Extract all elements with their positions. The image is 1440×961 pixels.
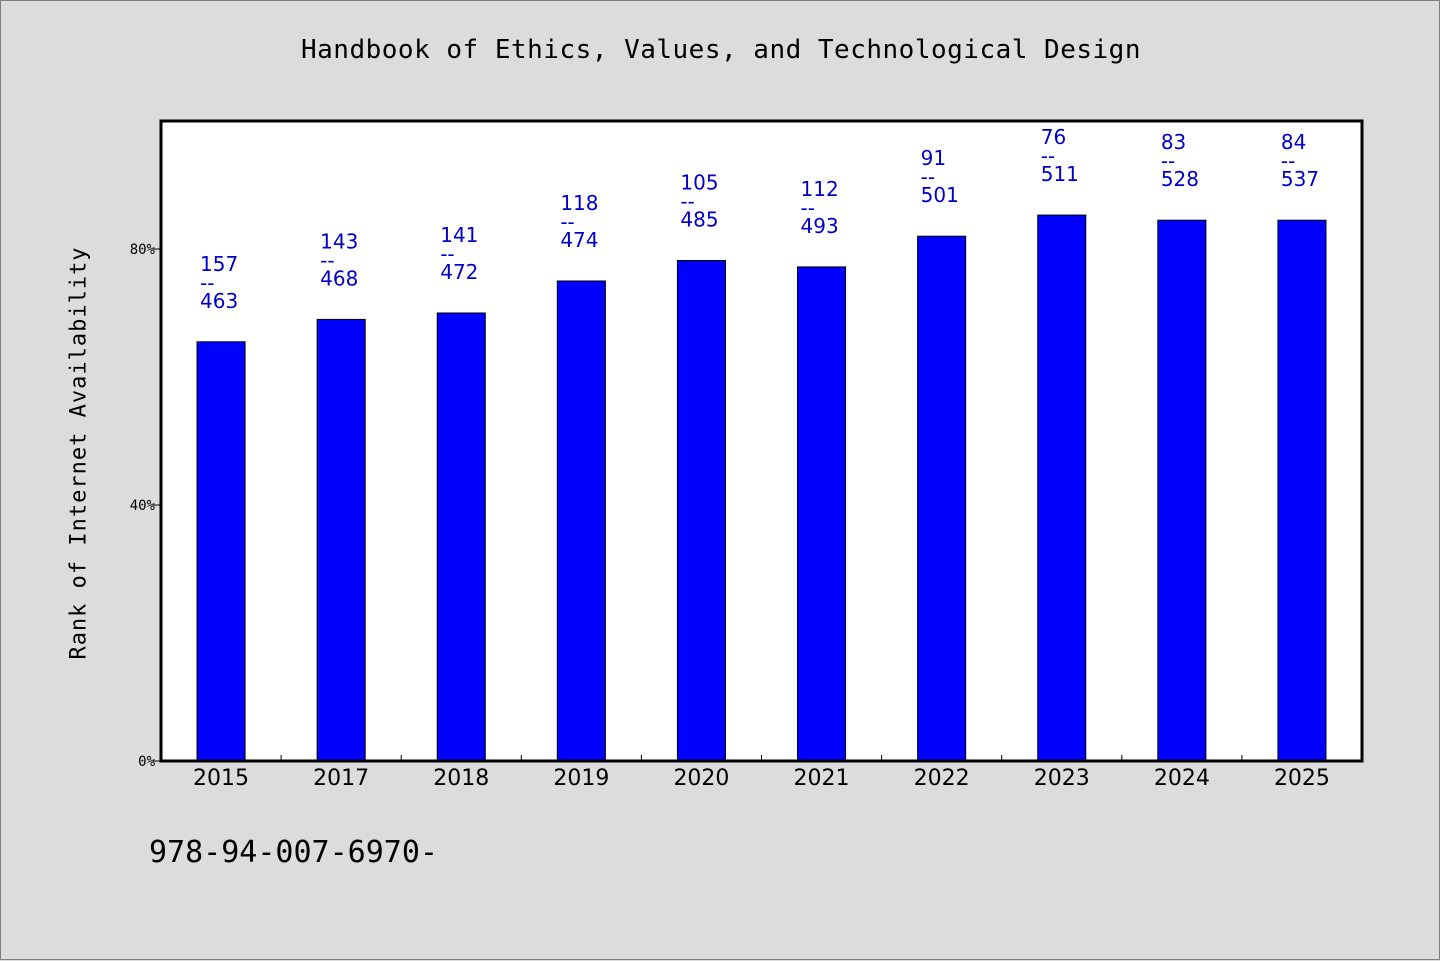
bar — [676, 260, 726, 762]
x-tick-label: 2021 — [794, 766, 850, 791]
data-label-top: 91 — [921, 146, 946, 170]
data-label-bottom: 485 — [680, 208, 718, 232]
data-label-top: 83 — [1161, 130, 1186, 154]
bar — [196, 341, 246, 762]
data-label-top: 118 — [560, 191, 598, 215]
x-tick-label: 2018 — [433, 766, 489, 791]
data-label-top: 76 — [1041, 125, 1066, 149]
y-tick-label: 80% — [130, 242, 156, 258]
data-label-separator: -- — [560, 210, 574, 234]
data-label-top: 143 — [320, 229, 358, 253]
data-label-bottom: 501 — [921, 183, 959, 207]
data-label-separator: -- — [1161, 149, 1175, 173]
x-tick-label: 2025 — [1274, 766, 1330, 791]
y-tick-label: 0% — [138, 754, 155, 770]
data-label-bottom: 468 — [320, 266, 358, 290]
data-label-separator: -- — [1281, 149, 1295, 173]
footnote-isbn: 978-94-007-6970- — [149, 835, 438, 870]
bar — [1157, 219, 1207, 762]
data-label-bottom: 511 — [1041, 162, 1079, 186]
data-label-bottom: 474 — [560, 228, 598, 252]
x-tick-label: 2017 — [313, 766, 369, 791]
bar — [436, 312, 486, 762]
bar — [797, 266, 847, 762]
data-label-bottom: 463 — [200, 289, 238, 313]
x-tick-label: 2024 — [1154, 766, 1210, 791]
data-label-separator: -- — [801, 196, 815, 220]
data-label-separator: -- — [320, 248, 334, 272]
x-tick-label: 2022 — [914, 766, 970, 791]
y-tick-label: 40% — [130, 498, 156, 514]
data-label-top: 141 — [440, 223, 478, 247]
data-label-bottom: 472 — [440, 260, 478, 284]
data-label-separator: -- — [921, 165, 935, 189]
data-label-separator: -- — [1041, 144, 1055, 168]
data-label-separator: -- — [440, 242, 454, 266]
chart-title: Handbook of Ethics, Values, and Technolo… — [301, 35, 1141, 65]
data-label-bottom: 537 — [1281, 167, 1319, 191]
data-label-top: 84 — [1281, 130, 1306, 154]
bar — [316, 318, 366, 762]
bar — [917, 235, 967, 762]
x-tick-label: 2019 — [553, 766, 609, 791]
data-label-separator: -- — [680, 190, 694, 214]
data-label-top: 157 — [200, 252, 238, 276]
x-tick-label: 2020 — [673, 766, 729, 791]
bar — [1037, 214, 1087, 762]
data-label-separator: -- — [200, 271, 214, 295]
data-label-top: 105 — [680, 171, 718, 195]
bar — [556, 280, 606, 762]
x-tick-label: 2015 — [193, 766, 249, 791]
data-label-top: 112 — [801, 177, 839, 201]
bar — [1277, 219, 1327, 762]
data-label-bottom: 528 — [1161, 167, 1199, 191]
data-label-bottom: 493 — [801, 214, 839, 238]
x-tick-label: 2023 — [1034, 766, 1090, 791]
